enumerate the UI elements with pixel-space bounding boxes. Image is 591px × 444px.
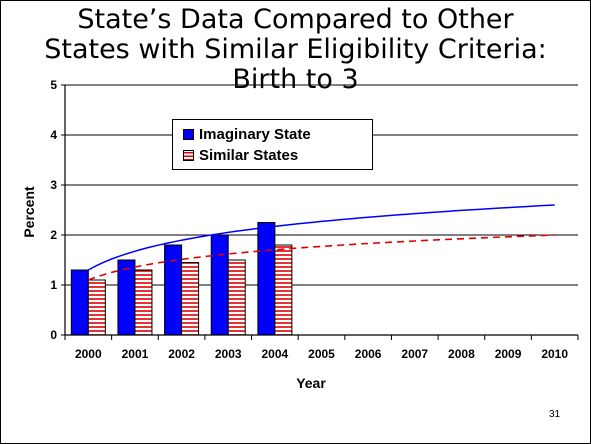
bar-similar-states xyxy=(181,262,200,336)
chart-legend: Imaginary State Similar States xyxy=(172,119,373,170)
title-line: State’s Data Compared to Other xyxy=(77,4,514,35)
bar-similar-states xyxy=(134,269,153,336)
trendline-imaginary-state xyxy=(87,204,555,271)
bar-similar-states xyxy=(87,279,106,336)
bar-imaginary-state xyxy=(70,269,89,336)
legend-swatch-striped xyxy=(183,150,194,161)
bar-similar-states xyxy=(274,244,293,336)
bar-imaginary-state xyxy=(210,234,229,336)
y-tick-label: 3 xyxy=(50,178,57,192)
y-axis-title: Percent xyxy=(21,186,37,238)
y-tick-label: 4 xyxy=(50,128,57,142)
x-tick-label: 2004 xyxy=(262,347,289,361)
bar-imaginary-state xyxy=(164,244,183,336)
bar-similar-states xyxy=(227,259,246,336)
bar-imaginary-state xyxy=(117,259,136,336)
legend-label: Imaginary State xyxy=(199,126,311,143)
x-tick-label: 2003 xyxy=(215,347,242,361)
x-tick-label: 2007 xyxy=(401,347,428,361)
y-tick-label: 5 xyxy=(50,78,57,92)
legend-item-similar: Similar States xyxy=(183,147,298,164)
title-line: Birth to 3 xyxy=(232,64,359,95)
trendline-similar-states xyxy=(88,234,555,281)
page-number: 31 xyxy=(549,409,561,420)
legend-label: Similar States xyxy=(199,147,299,164)
x-tick-label: 2002 xyxy=(168,347,195,361)
x-tick-label: 2006 xyxy=(355,347,382,361)
y-tick-label: 2 xyxy=(50,228,57,242)
bar-imaginary-state xyxy=(257,222,276,336)
slide-title: State’s Data Compared to Other States wi… xyxy=(1,5,590,95)
x-tick-label: 2001 xyxy=(122,347,149,361)
x-tick-label: 2005 xyxy=(308,347,335,361)
y-tick-label: 1 xyxy=(50,278,57,292)
x-tick-label: 2009 xyxy=(495,347,522,361)
x-tick-label: 2000 xyxy=(75,347,102,361)
x-tick-label: 2010 xyxy=(541,347,568,361)
y-tick-label: 0 xyxy=(50,328,57,342)
x-tick-label: 2008 xyxy=(448,347,475,361)
legend-item-imaginary: Imaginary State xyxy=(183,126,311,143)
legend-swatch-blue xyxy=(183,129,194,140)
title-line: States with Similar Eligibility Criteria… xyxy=(44,34,547,65)
x-axis-title: Year xyxy=(296,375,326,391)
